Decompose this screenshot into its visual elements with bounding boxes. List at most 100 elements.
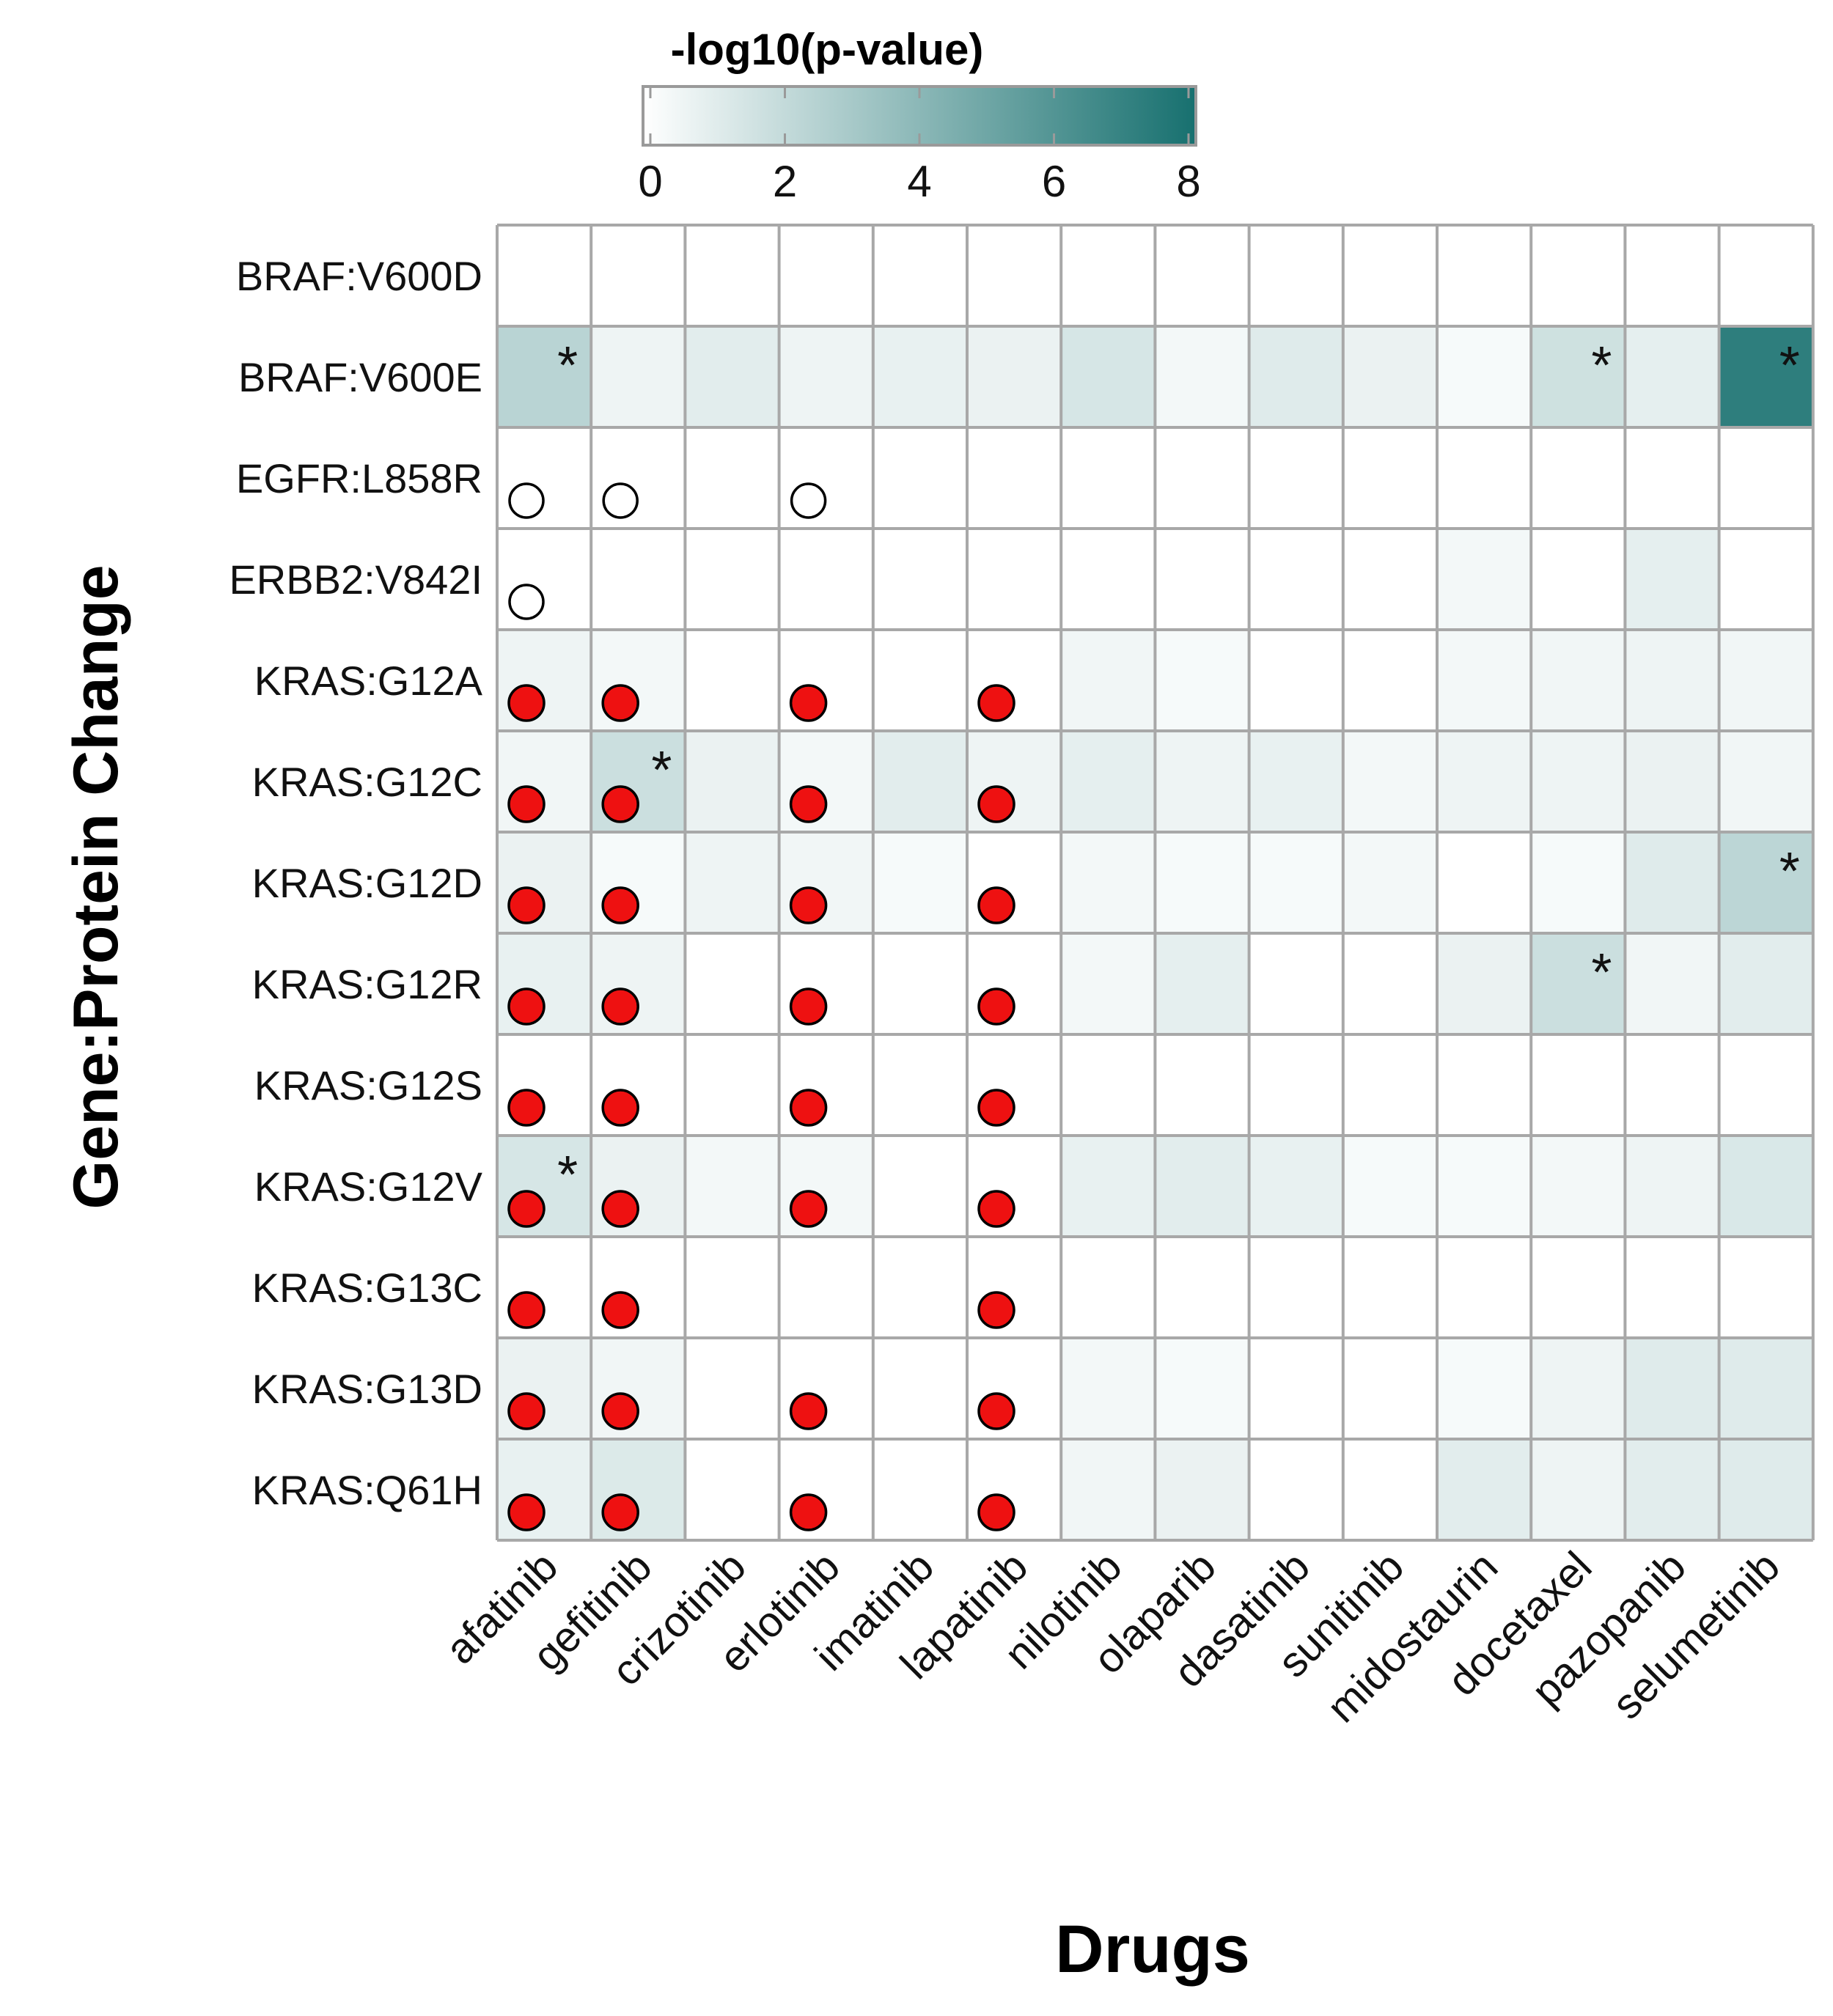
heatmap-cell [685, 832, 779, 933]
heatmap-cell [497, 630, 592, 731]
heatmap-cell [685, 1136, 779, 1237]
heatmap-cell [1531, 1034, 1626, 1136]
filled-circle-marker [507, 1493, 546, 1531]
heatmap-cell [1155, 1136, 1249, 1237]
heatmap-cell [685, 529, 779, 630]
heatmap-cell [1625, 326, 1719, 427]
heatmap-cell [1342, 427, 1437, 529]
heatmap-cell [1061, 933, 1156, 1034]
filled-circle-marker [507, 785, 546, 823]
significance-star: * [557, 336, 578, 395]
heatmap-cell [497, 1439, 592, 1540]
heatmap-cell [779, 731, 873, 832]
heatmap-cell [1155, 832, 1249, 933]
heatmap-cell [1625, 1237, 1719, 1338]
y-tick-label: BRAF:V600E [238, 354, 482, 400]
heatmap-cell [1531, 225, 1626, 326]
heatmap-cell [873, 933, 967, 1034]
filled-circle-marker [977, 886, 1015, 924]
heatmap-cell [1437, 326, 1532, 427]
heatmap-cell [1342, 1034, 1437, 1136]
heatmap-cell [779, 1237, 873, 1338]
y-tick-label: KRAS:G12D [252, 860, 482, 906]
heatmap-cell [779, 1034, 873, 1136]
heatmap-cell [1249, 225, 1343, 326]
heatmap-cell [1437, 427, 1532, 529]
heatmap-cell [1249, 933, 1343, 1034]
heatmap-cell [591, 1338, 686, 1439]
heatmap-cell [1719, 1439, 1813, 1540]
filled-circle-marker [601, 987, 639, 1026]
filled-circle-marker [507, 1190, 546, 1228]
heatmap-cell [1342, 225, 1437, 326]
heatmap-cell [1249, 529, 1343, 630]
heatmap-cell [1155, 225, 1249, 326]
heatmap-cell [1625, 529, 1719, 630]
heatmap-cell [967, 1439, 1062, 1540]
heatmap-cell [873, 1338, 967, 1439]
heatmap-cell [1249, 1136, 1343, 1237]
heatmap-cell [1437, 225, 1532, 326]
filled-circle-marker [789, 1392, 828, 1430]
heatmap-cell [873, 1136, 967, 1237]
filled-circle-marker [789, 987, 828, 1026]
significance-star: * [1591, 943, 1612, 1002]
heatmap-cell [1625, 1439, 1719, 1540]
heatmap-cell [1719, 427, 1813, 529]
heatmap-cell [497, 832, 592, 933]
heatmap-cell [967, 933, 1062, 1034]
heatmap-cell [1719, 1237, 1813, 1338]
significance-star: * [651, 741, 672, 800]
colorbar-tick-label: 0 [638, 157, 662, 206]
filled-circle-marker [977, 987, 1015, 1026]
heatmap-cell [1061, 832, 1156, 933]
heatmap-cell [1061, 1338, 1156, 1439]
heatmap-cell [1342, 1136, 1437, 1237]
heatmap-cell [1061, 630, 1156, 731]
y-tick-label: KRAS:G13D [252, 1366, 482, 1412]
heatmap-cell [1249, 832, 1343, 933]
filled-circle-marker [601, 1291, 639, 1329]
heatmap-cell [1249, 1034, 1343, 1136]
heatmap-cell [967, 630, 1062, 731]
heatmap-cell [591, 326, 686, 427]
heatmap-cell [1155, 1237, 1249, 1338]
filled-circle-marker [507, 886, 546, 924]
heatmap-cell [1437, 1034, 1532, 1136]
heatmap-cell [1155, 1338, 1249, 1439]
heatmap-cell [1531, 630, 1626, 731]
heatmap-cell [1061, 529, 1156, 630]
heatmap-cell [1719, 832, 1813, 933]
heatmap-cell [1437, 1237, 1532, 1338]
filled-circle-marker [789, 785, 828, 823]
heatmap-cell [1155, 326, 1249, 427]
y-tick-label: KRAS:G13C [252, 1265, 482, 1311]
heatmap-cell [967, 1034, 1062, 1136]
colorbar-tick-label: 6 [1042, 157, 1066, 206]
heatmap-cell [1437, 630, 1532, 731]
filled-circle-marker [601, 1190, 639, 1228]
filled-circle-marker [977, 785, 1015, 823]
heatmap-cell [1531, 1136, 1626, 1237]
heatmap-cell [1437, 933, 1532, 1034]
heatmap-cell [1625, 225, 1719, 326]
heatmap-cell [1249, 1439, 1343, 1540]
heatmap-cell [873, 1237, 967, 1338]
heatmap-cell [1342, 1237, 1437, 1338]
heatmap-cell [779, 225, 873, 326]
heatmap-cell [1437, 1439, 1532, 1540]
heatmap-cell [685, 225, 779, 326]
heatmap-cell [967, 326, 1062, 427]
heatmap-markers [507, 482, 1015, 1531]
heatmap-cell [1342, 731, 1437, 832]
heatmap-cell [685, 630, 779, 731]
significance-star: * [1779, 842, 1800, 901]
heatmap-cell [1155, 529, 1249, 630]
y-tick-label: KRAS:Q61H [252, 1467, 482, 1513]
filled-circle-marker [977, 1493, 1015, 1531]
heatmap-cell [1719, 529, 1813, 630]
heatmap-cell [779, 832, 873, 933]
heatmap-cell [1719, 1338, 1813, 1439]
heatmap-cell [591, 1034, 686, 1136]
